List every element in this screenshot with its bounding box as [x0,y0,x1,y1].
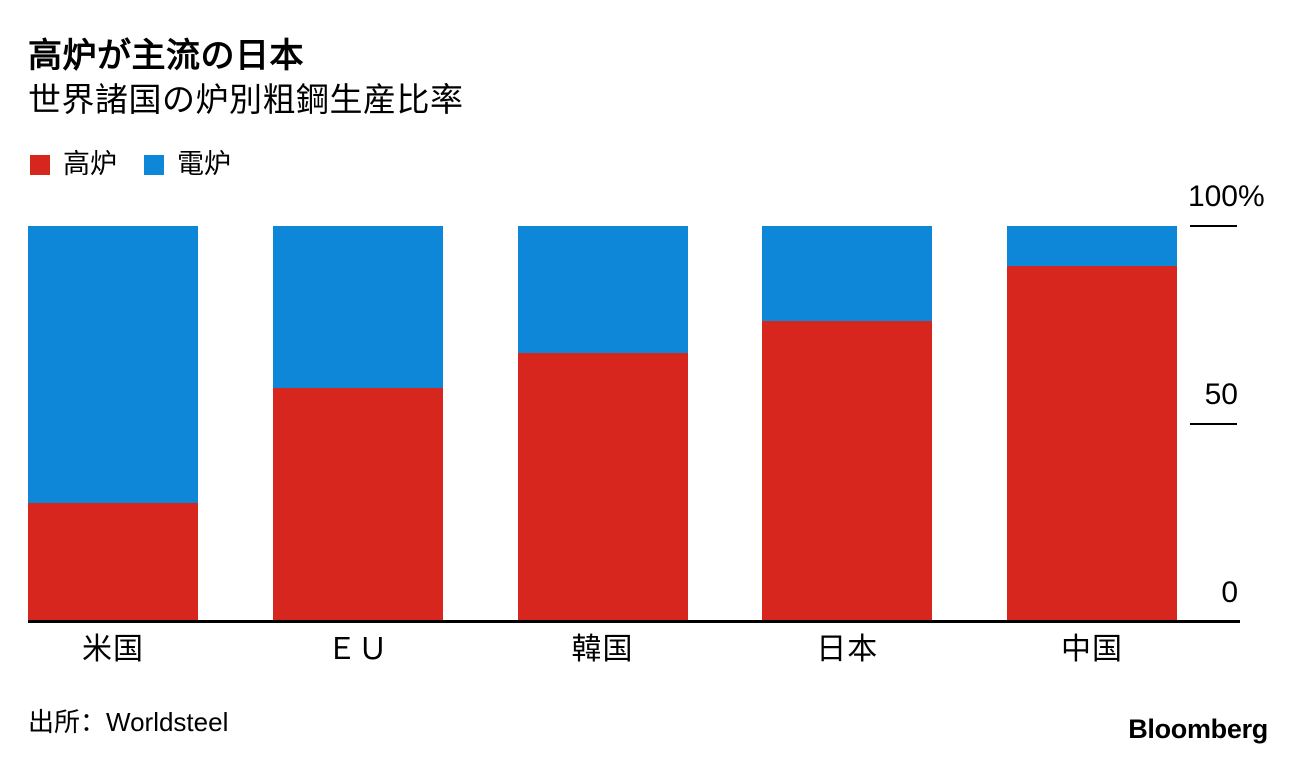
category-label: ＥＵ [326,633,389,666]
bar-segment-blast-furnace [517,352,688,622]
legend-label: 高炉 [63,149,117,179]
y-tick-label: 0 [1221,578,1238,608]
y-tick-label: 100% [1187,180,1265,213]
legend-swatch-icon [30,154,50,175]
y-tick-line [1190,225,1237,227]
legend-item: 高炉 [30,151,117,178]
y-tick-label: 50 [1205,380,1238,410]
y-tick-value: 50 [1204,378,1238,411]
bar-segment-electric-furnace [762,226,933,322]
y-tick-unit: % [1238,180,1265,213]
chart-title: 高炉が主流の日本 [28,37,304,75]
bar-segment-electric-furnace [272,226,443,389]
bloomberg-logo: Bloomberg [1128,714,1268,744]
category-label: 日本 [816,633,879,666]
source-note: 出所：Worldsteel [28,707,229,737]
legend-swatch-icon [144,154,164,175]
category-label: 米国 [82,633,144,666]
y-tick-value: 100 [1187,180,1238,213]
y-tick-value: 0 [1221,576,1238,609]
category-label: 韓国 [571,633,634,666]
bar-segment-blast-furnace [272,388,443,622]
bar-segment-blast-furnace [28,503,198,622]
bar-segment-electric-furnace [1007,226,1177,266]
chart-subtitle: 世界諸国の炉別粗鋼生産比率 [28,81,464,118]
bar-segment-electric-furnace [28,226,198,504]
bar-segment-blast-furnace [762,321,933,622]
y-tick-line [1190,423,1237,425]
legend-item: 電炉 [144,151,231,178]
category-label: 中国 [1061,633,1123,666]
legend-label: 電炉 [177,149,231,179]
bar-segment-blast-furnace [1007,265,1177,622]
x-axis-line [28,620,1240,623]
legend: 高炉 電炉 [30,151,231,178]
bar-segment-electric-furnace [517,226,688,353]
